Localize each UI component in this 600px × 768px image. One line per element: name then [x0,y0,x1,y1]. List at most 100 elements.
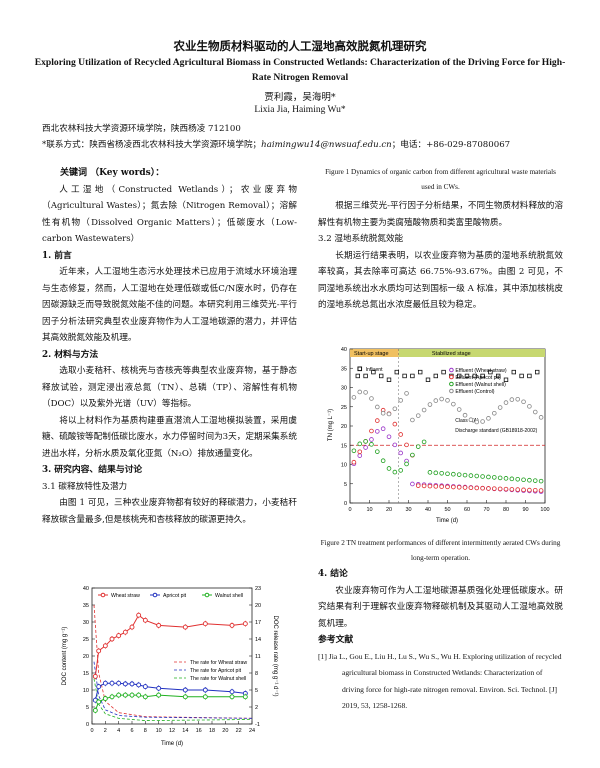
x-tick-label: 20 [386,507,392,513]
influent-point [379,373,384,379]
effluent-point [468,485,474,491]
data-point [136,612,142,618]
effluent-point [386,434,392,440]
figure1-chart: 0 2 4 6 8 10 12 14 16 18 20 22 240510152025303540-12… [62,586,278,747]
figure2-caption: Figure 2 TN treatment performances of di… [320,539,561,562]
references-title: 参考文献 [318,635,354,645]
paper-title-cn: 农业生物质材料驱动的人工湿地高效脱氮机理研究 [173,39,427,53]
y-tick-label: 25 [341,405,347,411]
contact-line: *联系方式：陕西省杨凌西北农林科技大学资源环境学院；haimingwu14@nw… [42,138,510,150]
influent-point [511,369,516,375]
x-tick-label: 2 [104,728,107,734]
annotation: Class I (A) [455,418,479,424]
influent-point [433,373,438,379]
section32-text: 长期运行结果表明，以农业废弃物为基质的湿地系统脱氮效率较高，其去除率可高达 66… [318,250,563,311]
effluent-point [392,469,398,475]
effluent-point [421,483,427,489]
figure2-ylabel: TN (mg L⁻¹) [328,409,334,441]
effluent-point [363,439,368,444]
right-column-upper: 根据三维荧光-平行因子分析结果，不同生物质材料释放的溶解性有机物主要为类腐殖酸物… [318,198,563,314]
effluent-point [398,450,403,456]
effluent-point [369,437,374,442]
x-tick-label: 12 [169,728,175,734]
effluent-point [503,476,509,481]
data-point [96,648,102,654]
effluent-point [515,487,521,492]
section2-title: 2. 材料与方法 [42,349,99,360]
x-tick-label: 22 [236,728,242,734]
data-point [122,681,128,687]
contact-email[interactable]: haimingwu14@nwsuaf.edu.cn [261,140,392,150]
effluent-point [486,486,491,491]
effluent-point [351,459,357,465]
data-point [129,624,135,630]
section3-title: 3. 研究内容、结果与讨论 [42,465,143,475]
influent-point [355,373,360,379]
effluent-point [497,486,503,492]
y-tick-label: 10 [83,688,89,694]
legend-marker [449,367,454,373]
influent-point [503,377,509,382]
y-tick-label: 5 [344,482,347,488]
effluent-point [451,401,456,407]
effluent-point [462,412,468,418]
section31-text2: 根据三维荧光-平行因子分析结果，不同生物质材料释放的溶解性有机物主要为类腐殖酸物… [318,201,563,228]
x-tick-label: 70 [483,507,489,513]
legend-marker [449,374,454,380]
effluent-point [427,402,433,407]
influent-point [418,369,423,375]
data-point [102,696,108,701]
effluent-point [456,484,462,490]
authors-en: Lixia Jia, Haiming Wu* [254,105,346,115]
keywords-text: 人工湿地（Constructed Wetlands）；农业废弃物（Agricul… [42,184,297,245]
effluent-point [445,471,450,477]
section31-text: 由图 1 可见，三种农业废弃物都有较好的释碳潜力，小麦秸秆释放碳含量最多,但是核… [42,498,297,525]
effluent-point [392,421,398,427]
effluent-point [527,487,532,493]
legend-label: Influent [366,367,384,373]
effluent-point [351,448,357,454]
data-point [96,699,102,705]
x-tick-label: 40 [425,507,431,513]
influent-point [495,373,501,379]
effluent-point [351,395,357,400]
effluent-point [392,442,398,448]
stage-bar-stabilized [398,349,545,357]
effluent-point [509,487,515,492]
legend-label: Effluent (Apricot pit) [455,375,501,381]
influent-point [464,373,470,379]
data-point [142,617,148,623]
section1-text: 近年来，人工湿地生态污水处理技术已应用于流域水环境治理与生态修复，然而，人工湿地… [42,267,297,343]
legend-marker [357,366,363,372]
y-tick-label: 30 [83,620,89,626]
data-point [129,681,135,687]
y-tick-label: 40 [83,586,89,592]
rate-legend-label: The rate for Apricot pit [190,668,242,674]
effluent-point [468,417,474,423]
x-tick-label: 80 [503,507,509,513]
data-point [182,624,188,630]
x-tick-label: 30 [405,507,411,513]
y2-tick-label: 17 [255,620,261,626]
y-tick-label: 15 [83,671,89,677]
effluent-point [509,476,515,482]
effluent-point [415,483,421,488]
legend-marker [100,592,106,598]
effluent-point [474,473,480,479]
y-tick-label: 30 [341,386,347,392]
influent-point [425,377,431,382]
effluent-point [421,439,427,445]
x-tick-label: 24 [249,728,255,734]
effluent-point [451,471,456,477]
x-tick-label: 90 [522,507,528,513]
effluent-point [456,407,462,412]
effluent-point [515,476,521,482]
legend-marker [152,592,158,598]
effluent-point [369,428,374,434]
influent-point [363,373,368,379]
data-point [109,694,115,700]
y-tick-label: 25 [83,637,89,643]
influent-point [394,369,399,375]
data-point [156,685,162,691]
effluent-point [427,483,433,489]
